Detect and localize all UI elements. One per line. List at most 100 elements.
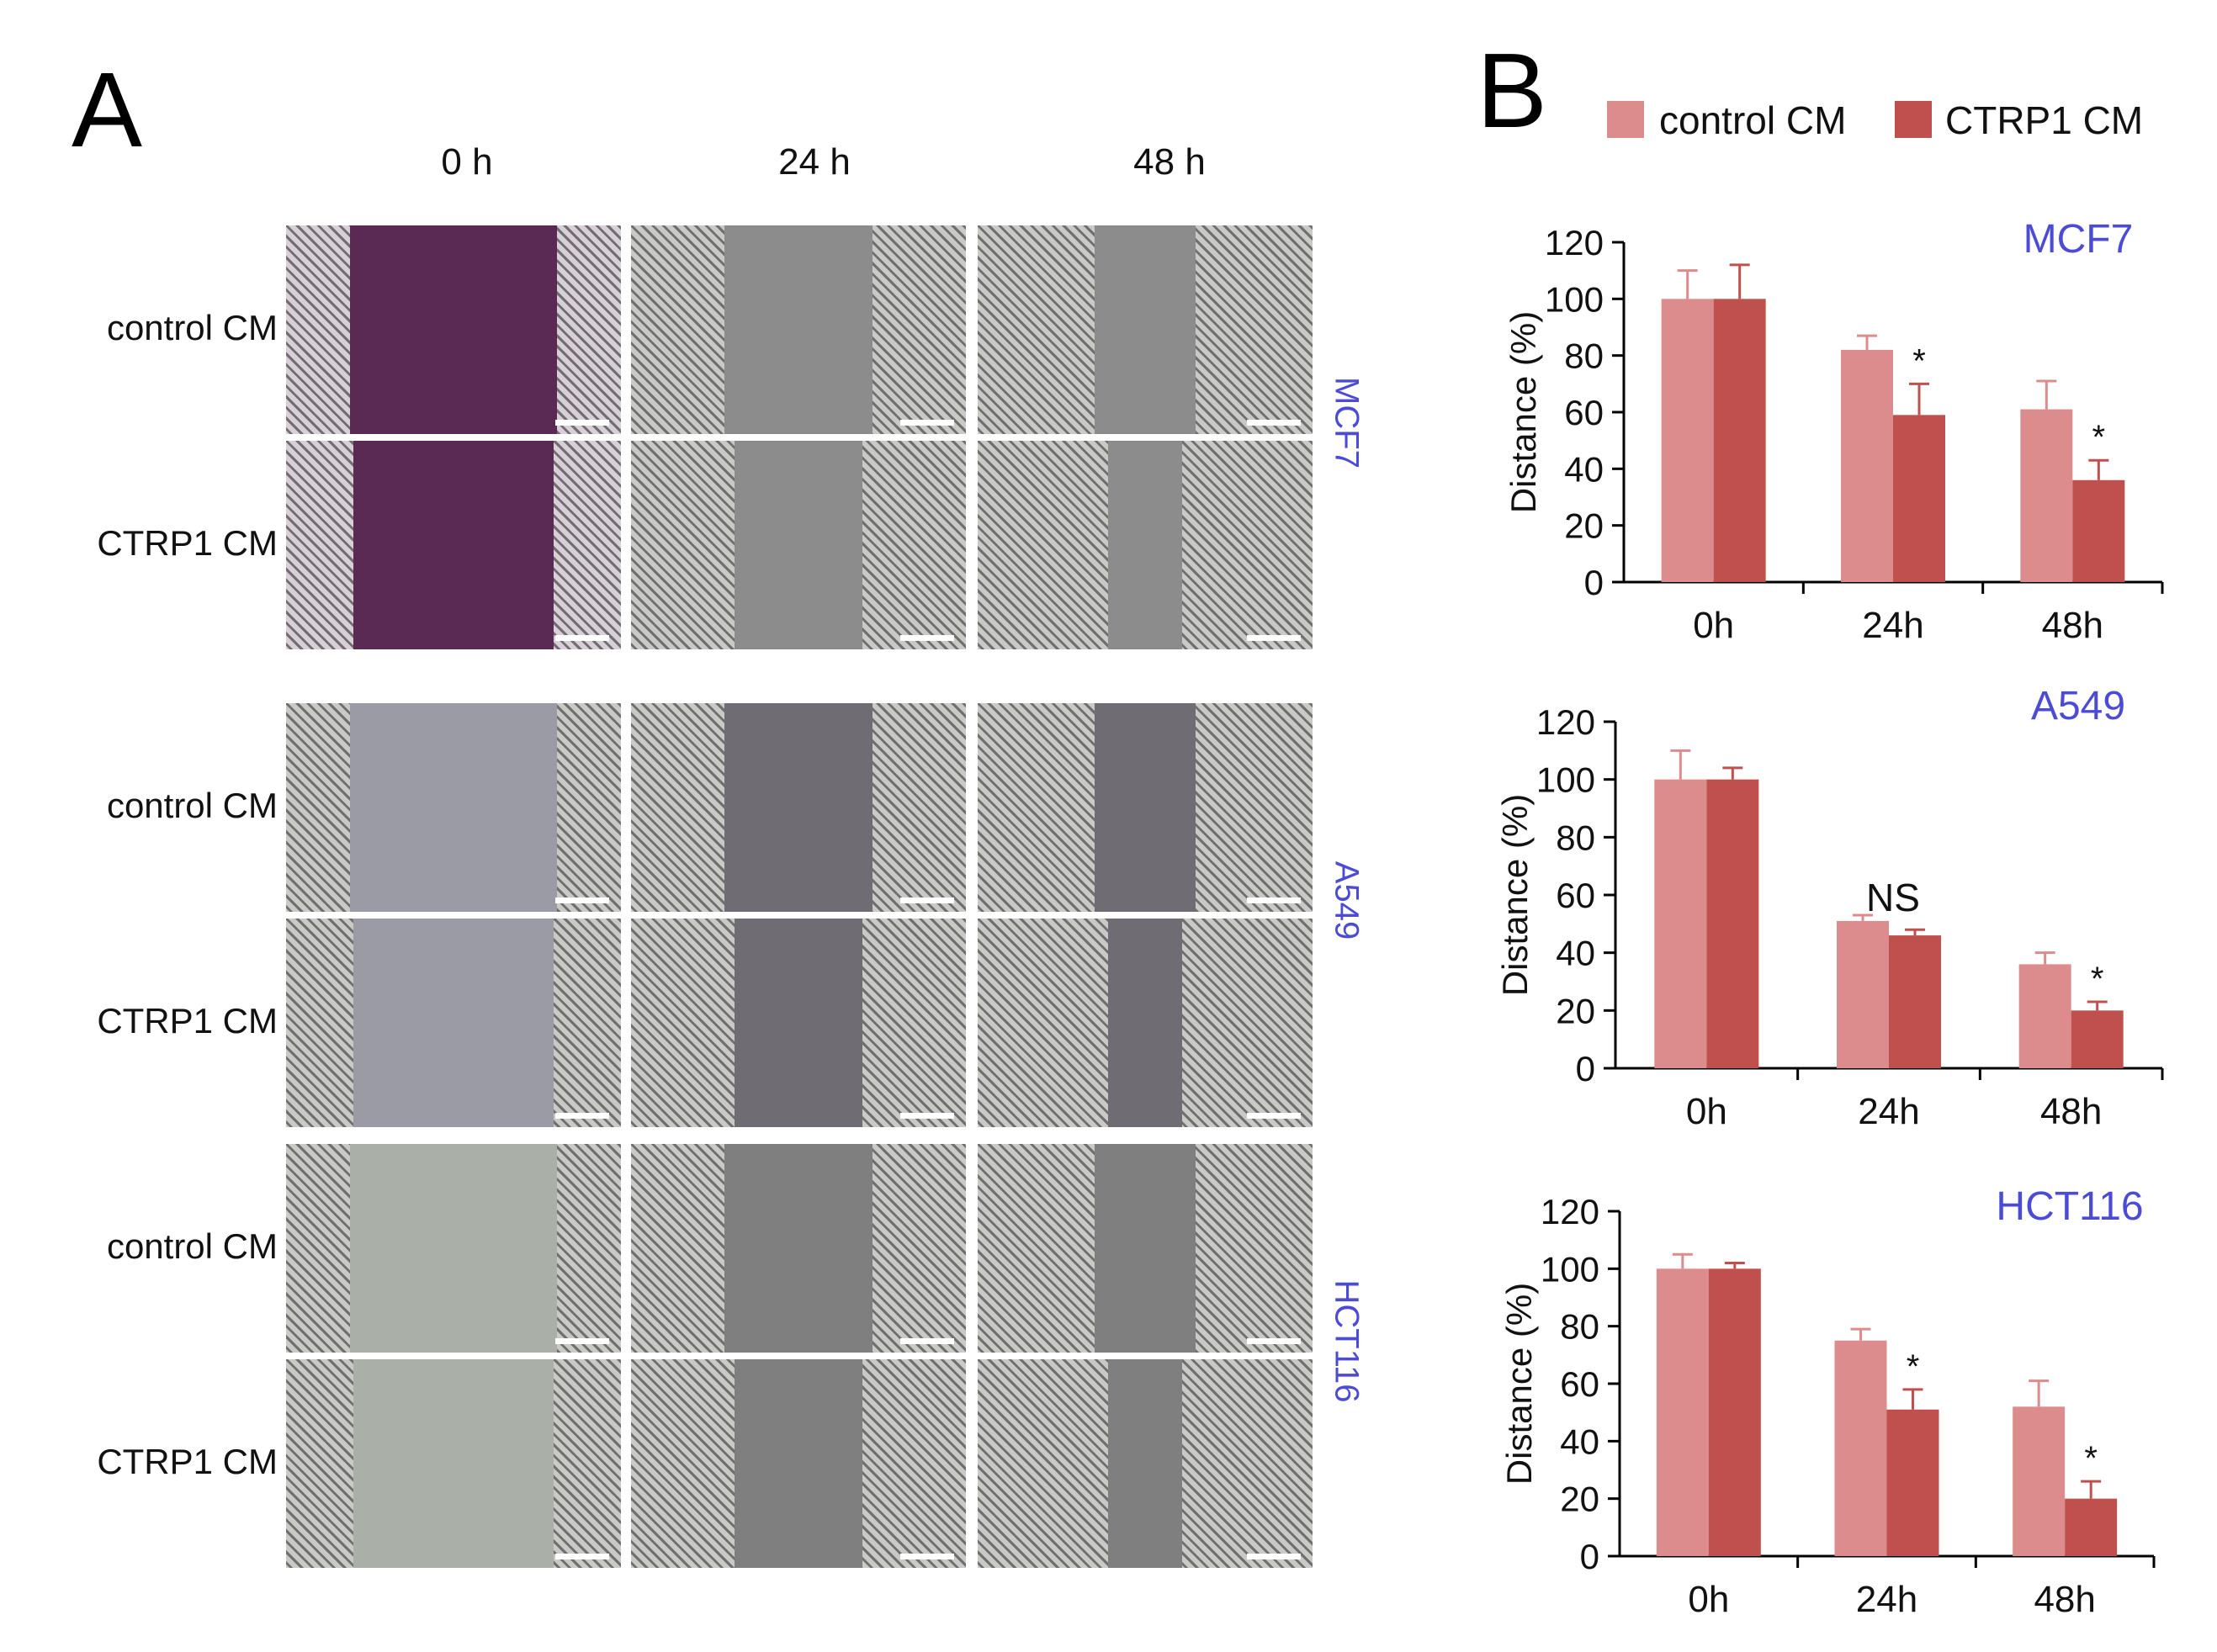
scale-bar: [900, 635, 954, 641]
micrograph-mcf7-ctrp1-24h: [631, 441, 966, 649]
bar-a549-24h-ctrp1: [1889, 935, 1941, 1068]
wound-gap: [735, 1359, 862, 1568]
micrograph-mcf7-control-24h: [631, 225, 966, 434]
scale-bar: [555, 1554, 609, 1559]
y-tick-label: 0: [1584, 563, 1604, 602]
chart-title-hct116: HCT116: [1996, 1184, 2143, 1229]
micrograph-hct116-ctrp1-48h: [978, 1359, 1313, 1568]
chart-title-a549: A549: [2031, 684, 2125, 728]
scale-bar: [1247, 1338, 1301, 1344]
micrograph-a549-ctrp1-24h: [631, 919, 966, 1127]
y-tick-label: 60: [1560, 1364, 1599, 1404]
x-tick-label-48h: 48h: [2034, 1579, 2095, 1620]
bar-a549-48h-control: [2018, 964, 2071, 1068]
significance-a549-48h: *: [2091, 961, 2104, 998]
x-tick-label-24h: 24h: [1856, 1579, 1917, 1620]
y-tick-label: 60: [1564, 393, 1604, 432]
micrograph-hct116-ctrp1-0h: [286, 1359, 621, 1568]
row-label-hct116-control: control CM: [106, 1226, 278, 1266]
y-tick-label: 40: [1560, 1422, 1599, 1461]
wound-gap: [724, 703, 872, 912]
scale-bar: [900, 1113, 954, 1119]
micrograph-a549-ctrp1-48h: [978, 919, 1313, 1127]
bar-a549-48h-ctrp1: [2071, 1010, 2124, 1068]
scale-bar: [1247, 1554, 1301, 1559]
scale-bar: [1247, 897, 1301, 903]
time-header-0h: 0 h: [441, 141, 493, 183]
x-tick-label-0h: 0h: [1688, 1579, 1729, 1620]
y-tick-label: 80: [1564, 336, 1604, 376]
scale-bar: [555, 1113, 609, 1119]
scale-bar: [1247, 1113, 1301, 1119]
wound-gap: [1095, 225, 1196, 434]
wound-gap: [349, 1144, 558, 1353]
row-label-mcf7-control: control CM: [106, 308, 278, 347]
micrograph-mcf7-control-0h: [286, 225, 621, 434]
y-tick-label: 20: [1556, 991, 1595, 1030]
bar-hct116-0h-ctrp1: [1708, 1268, 1761, 1556]
micrograph-mcf7-ctrp1-0h: [286, 441, 621, 649]
y-tick-label: 100: [1541, 1249, 1599, 1289]
micrograph-a549-control-24h: [631, 703, 966, 912]
bar-mcf7-0h-ctrp1: [1713, 299, 1766, 582]
micrograph-mcf7-control-48h: [978, 225, 1313, 434]
y-axis-label-mcf7: Distance (%): [1504, 311, 1543, 513]
micrograph-a549-control-0h: [286, 703, 621, 912]
legend-swatch-ctrp1: [1895, 101, 1932, 138]
y-tick-label: 80: [1560, 1307, 1599, 1347]
wound-gap: [1095, 1144, 1196, 1353]
bar-hct116-48h-ctrp1: [2065, 1498, 2118, 1556]
scale-bar: [555, 635, 609, 641]
y-tick-label: 100: [1545, 279, 1604, 319]
scale-bar: [900, 1338, 954, 1344]
row-label-hct116-ctrp1: CTRP1 CM: [97, 1442, 278, 1481]
wound-gap: [1108, 919, 1182, 1127]
wound-gap: [353, 441, 554, 649]
wound-gap: [1095, 703, 1196, 912]
significance-mcf7-48h: *: [2092, 419, 2106, 456]
y-tick-label: 20: [1560, 1480, 1599, 1519]
scale-bar: [555, 420, 609, 426]
scale-bar: [1247, 420, 1301, 426]
significance-a549-24h: NS: [1866, 876, 1920, 919]
x-tick-label-0h: 0h: [1686, 1091, 1727, 1132]
wound-gap: [724, 1144, 872, 1353]
y-tick-label: 100: [1536, 760, 1595, 800]
micrograph-hct116-ctrp1-24h: [631, 1359, 966, 1568]
y-tick-label: 120: [1541, 1192, 1599, 1231]
bar-mcf7-24h-control: [1841, 349, 1893, 582]
wound-gap: [349, 703, 558, 912]
bar-mcf7-0h-control: [1661, 299, 1714, 582]
bar-a549-24h-control: [1837, 920, 1889, 1068]
wound-gap: [1108, 1359, 1182, 1568]
micrograph-hct116-control-24h: [631, 1144, 966, 1353]
x-tick-label-24h: 24h: [1858, 1091, 1919, 1132]
chart-title-mcf7: MCF7: [2023, 217, 2134, 262]
y-axis-label-a549: Distance (%): [1495, 794, 1535, 996]
x-tick-label-48h: 48h: [2040, 1091, 2102, 1132]
significance-hct116-48h: *: [2084, 1440, 2098, 1477]
y-axis-label-hct116: Distance (%): [1499, 1283, 1539, 1485]
row-label-a549-ctrp1: CTRP1 CM: [97, 1001, 278, 1040]
panel-b-letter: B: [1477, 31, 1548, 150]
x-tick-label-24h: 24h: [1862, 605, 1923, 646]
bar-mcf7-48h-ctrp1: [2072, 479, 2125, 582]
scale-bar: [900, 1554, 954, 1559]
significance-hct116-24h: *: [1907, 1348, 1920, 1385]
row-label-mcf7-ctrp1: CTRP1 CM: [97, 523, 278, 563]
time-header-48h: 48 h: [1133, 141, 1206, 183]
legend-swatch-control: [1607, 101, 1644, 138]
y-tick-label: 60: [1556, 876, 1595, 915]
y-tick-label: 0: [1576, 1049, 1595, 1088]
bar-hct116-0h-control: [1656, 1268, 1709, 1556]
y-tick-label: 40: [1556, 934, 1595, 973]
significance-mcf7-24h: *: [1912, 342, 1926, 379]
y-tick-label: 120: [1545, 223, 1604, 262]
scale-bar: [900, 897, 954, 903]
bar-mcf7-24h-ctrp1: [1893, 415, 1945, 582]
scale-bar: [555, 897, 609, 903]
wound-gap: [735, 919, 862, 1127]
bar-a549-0h-ctrp1: [1706, 779, 1759, 1068]
scale-bar: [1247, 635, 1301, 641]
